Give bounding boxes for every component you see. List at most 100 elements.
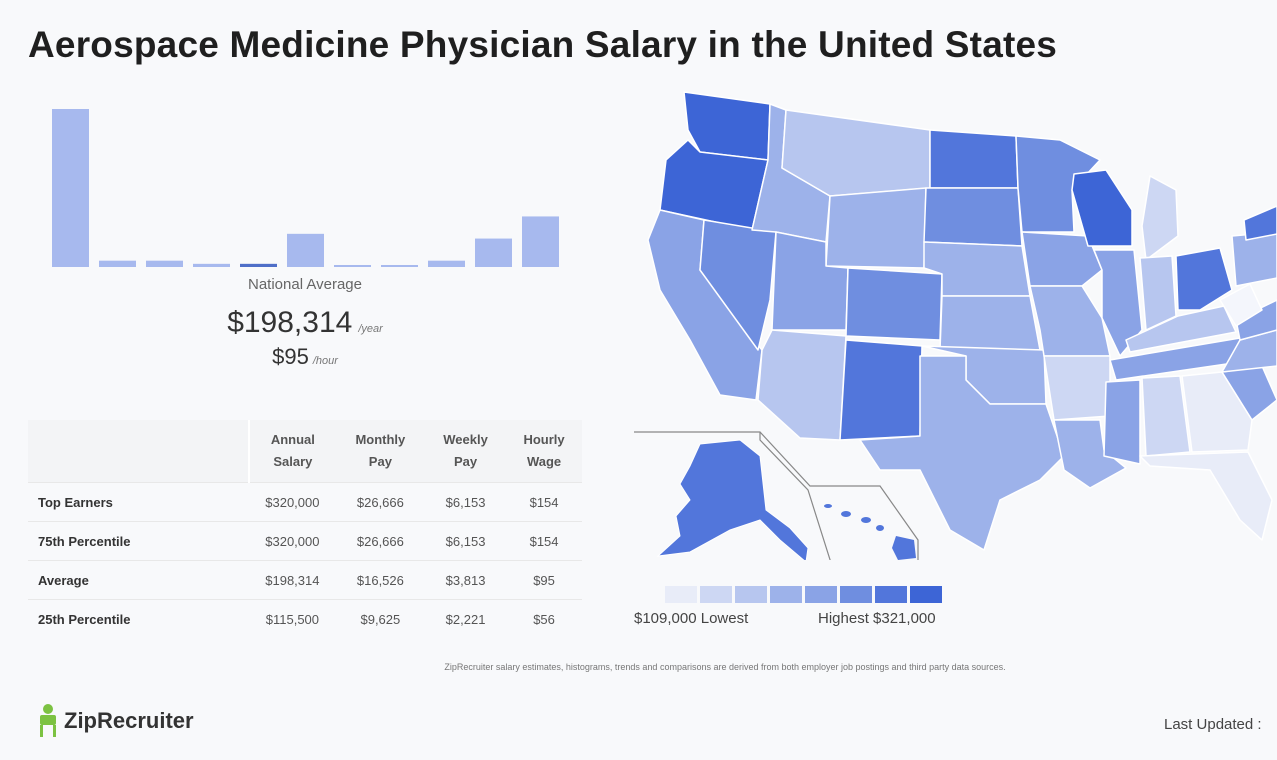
table-row: 75th Percentile $320,000 $26,666 $6,153 … xyxy=(28,521,582,561)
table-cell: $320,000 xyxy=(249,482,336,522)
salary-table: Annual Salary Monthly Pay Weekly Pay Hourly… xyxy=(28,420,582,638)
col-hourly-wage: Hourly Wage xyxy=(506,420,582,483)
state-louisiana[interactable] xyxy=(1053,419,1127,489)
state-north-dakota[interactable] xyxy=(929,129,1019,189)
state-mississippi[interactable] xyxy=(1103,379,1141,465)
state-hawaii[interactable] xyxy=(824,504,916,560)
legend-swatch-5 xyxy=(805,586,837,603)
table-corner xyxy=(28,420,250,483)
row-label: Average xyxy=(28,560,249,600)
histogram-bar-8 xyxy=(381,265,418,267)
table-cell: $95 xyxy=(506,560,582,600)
state-pennsylvania[interactable] xyxy=(1231,231,1277,287)
last-updated: Last Updated : xyxy=(1164,716,1262,733)
hourly-unit: /hour xyxy=(312,355,338,367)
legend-swatch-6 xyxy=(840,586,872,603)
us-salary-map xyxy=(634,91,1277,560)
footnote: ZipRecruiter salary estimates, histogram… xyxy=(444,662,1006,672)
inset-frame xyxy=(634,431,919,560)
state-wisconsin[interactable] xyxy=(1071,169,1133,247)
histogram-bar-4 xyxy=(193,263,230,267)
state-west-virginia[interactable] xyxy=(1219,283,1263,327)
state-arkansas[interactable] xyxy=(1043,355,1111,421)
table-cell: $26,666 xyxy=(335,482,425,522)
table-header-row: Annual Salary Monthly Pay Weekly Pay Hourly… xyxy=(28,420,582,483)
state-ohio[interactable] xyxy=(1175,247,1233,311)
legend-swatch-8 xyxy=(910,586,942,603)
table-cell: $16,526 xyxy=(335,560,425,600)
table-cell: $2,221 xyxy=(424,599,507,638)
page-title: Aerospace Medicine Physician Salary in t… xyxy=(28,24,1058,65)
histogram-bar-9 xyxy=(428,260,465,267)
col-header-line: Weekly xyxy=(443,432,488,447)
legend-low-label: $109,000 Lowest xyxy=(634,610,749,627)
state-minnesota[interactable] xyxy=(1015,135,1101,233)
table-row: 25th Percentile $115,500 $9,625 $2,221 $… xyxy=(28,599,582,638)
histogram-bar-7 xyxy=(334,265,371,267)
table-cell: $154 xyxy=(506,482,582,522)
col-monthly-pay: Monthly Pay xyxy=(335,420,425,483)
state-kansas[interactable] xyxy=(939,295,1041,351)
col-header-line: Annual xyxy=(270,432,315,447)
row-label: 25th Percentile xyxy=(28,599,249,638)
histogram-bar-10 xyxy=(475,238,512,267)
histogram-bar-11 xyxy=(522,216,559,267)
map-legend xyxy=(665,586,942,603)
col-annual-salary: Annual Salary xyxy=(249,420,336,483)
table-cell: $6,153 xyxy=(424,482,507,522)
state-new-york[interactable] xyxy=(1243,205,1277,241)
state-virginia[interactable] xyxy=(1235,299,1277,341)
table-cell: $26,666 xyxy=(335,521,425,561)
col-header-line: Hourly xyxy=(523,432,565,447)
annual-unit: /year xyxy=(358,323,383,335)
table-cell: $6,153 xyxy=(424,521,507,561)
ziprecruiter-logo[interactable]: ZipRecruiter xyxy=(36,704,194,738)
state-iowa[interactable] xyxy=(1021,231,1103,287)
state-new-mexico[interactable] xyxy=(839,339,923,441)
state-indiana[interactable] xyxy=(1139,255,1177,331)
row-label: Top Earners xyxy=(28,482,249,522)
col-header-line: Pay xyxy=(453,454,478,469)
state-colorado[interactable] xyxy=(845,267,943,341)
table-row: Top Earners $320,000 $26,666 $6,153 $154 xyxy=(28,482,582,522)
table-cell: $198,314 xyxy=(249,560,336,600)
state-missouri[interactable] xyxy=(1029,285,1111,357)
state-south-dakota[interactable] xyxy=(923,187,1023,247)
state-arizona[interactable] xyxy=(757,329,847,441)
legend-swatch-4 xyxy=(770,586,802,603)
table-cell: $56 xyxy=(506,599,582,638)
legend-high-label: Highest $321,000 xyxy=(818,610,936,627)
state-michigan[interactable] xyxy=(1141,175,1179,261)
table-cell: $3,813 xyxy=(424,560,507,600)
legend-swatch-1 xyxy=(665,586,697,603)
state-texas[interactable] xyxy=(859,355,1065,551)
col-header-line: Pay xyxy=(368,454,392,469)
table-cell: $115,500 xyxy=(249,599,336,638)
row-label: 75th Percentile xyxy=(28,521,249,561)
annual-salary-value: $198,314 xyxy=(227,306,353,339)
histogram-bar-5 xyxy=(240,263,277,267)
table-cell: $9,625 xyxy=(335,599,425,638)
salary-histogram xyxy=(52,109,559,267)
legend-swatch-7 xyxy=(875,586,907,603)
histogram-bar-1 xyxy=(52,109,89,267)
legend-swatch-2 xyxy=(700,586,732,603)
col-header-line: Monthly xyxy=(355,432,406,447)
hourly-wage-value: $95 xyxy=(272,344,309,369)
state-wyoming[interactable] xyxy=(825,187,927,269)
histogram-bar-6 xyxy=(287,233,324,267)
brand-name: ZipRecruiter xyxy=(64,708,194,733)
table-cell: $320,000 xyxy=(249,521,336,561)
col-header-line: Salary xyxy=(273,454,313,469)
state-florida[interactable] xyxy=(1139,451,1273,541)
national-average-label: National Average xyxy=(248,276,362,293)
state-alabama[interactable] xyxy=(1141,375,1191,457)
legend-swatch-3 xyxy=(735,586,767,603)
state-alaska[interactable] xyxy=(656,439,809,560)
histogram-bar-2 xyxy=(99,260,136,267)
state-illinois[interactable] xyxy=(1093,249,1143,357)
national-hourly: $95/hour xyxy=(140,344,470,370)
ziprecruiter-chair-icon xyxy=(40,704,56,737)
col-weekly-pay: Weekly Pay xyxy=(424,420,507,483)
state-kentucky[interactable] xyxy=(1125,305,1237,353)
